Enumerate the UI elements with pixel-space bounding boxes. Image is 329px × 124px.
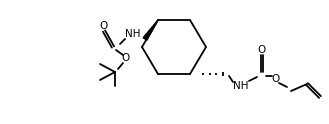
Text: NH: NH [125,29,141,39]
Text: O: O [271,74,279,84]
Text: O: O [99,21,107,31]
Polygon shape [143,20,158,40]
Text: NH: NH [233,81,249,91]
Text: O: O [122,53,130,63]
Text: O: O [258,45,266,55]
